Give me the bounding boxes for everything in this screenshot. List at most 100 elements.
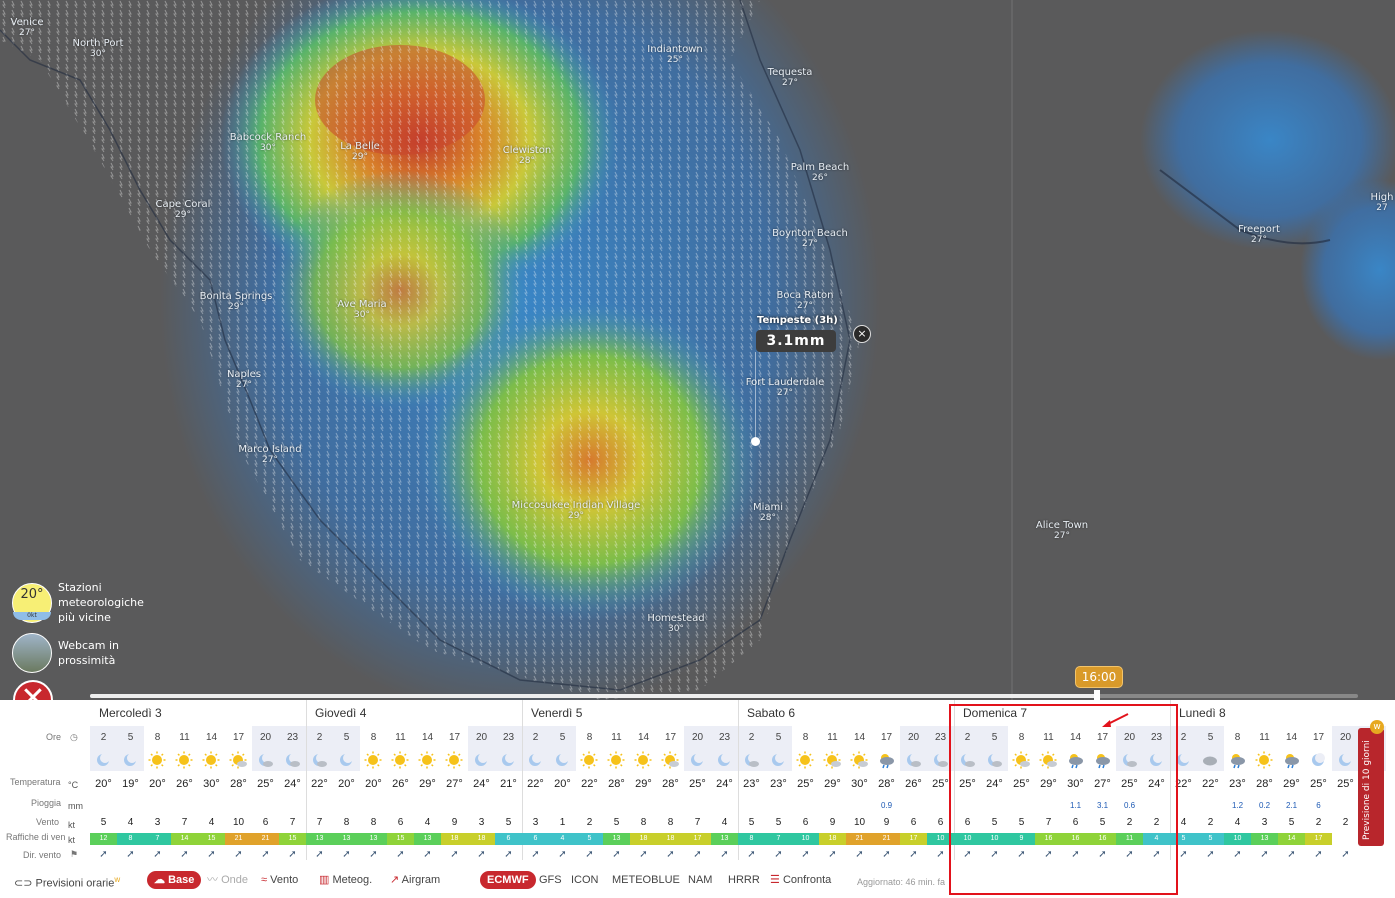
temperature-cell: 20° <box>95 778 112 790</box>
gust-cell: 16 <box>1035 833 1062 845</box>
suncloud-icon <box>1012 751 1030 769</box>
model-meteoblue-button[interactable]: METEOBLUE <box>612 874 680 886</box>
hour-cell: 2 <box>532 732 539 743</box>
popup-close-button[interactable]: × <box>853 325 871 343</box>
moon-icon <box>502 753 515 766</box>
gust-cell: 21 <box>252 833 279 845</box>
city-label: Babcock Ranch 30° <box>229 132 307 153</box>
weather-icon-cell <box>472 751 490 769</box>
hour-cell: 2 <box>100 732 107 743</box>
hour-cell: 5 <box>1207 732 1214 743</box>
highlight-box <box>949 704 1178 895</box>
day-header[interactable]: Domenica 7 <box>963 706 1028 720</box>
model-icon-button[interactable]: ICON <box>571 874 599 886</box>
day-header[interactable]: Venerdì 5 <box>531 706 583 720</box>
temperature-cell: 24° <box>1148 778 1165 790</box>
weather-icon-cell <box>904 751 922 769</box>
wind-cell: 9 <box>829 817 836 828</box>
wind-cell: 7 <box>289 817 296 828</box>
wind-direction-arrow-icon: ➚ <box>558 849 567 860</box>
city-label: Miami 28° <box>752 502 784 523</box>
city-label: Alice Town 27° <box>1035 520 1089 541</box>
day-separator <box>738 700 739 860</box>
model-nam-button[interactable]: NAM <box>688 874 713 886</box>
wind-direction-arrow-icon: ➚ <box>936 849 945 860</box>
hour-cell: 5 <box>991 732 998 743</box>
wind-direction-arrow-icon: ➚ <box>1179 849 1188 860</box>
temperature-cell: 28° <box>230 778 247 790</box>
hour-cell: 11 <box>827 732 838 743</box>
hour-cell: 11 <box>179 732 190 743</box>
rain-row-label: Pioggia <box>31 798 62 808</box>
hour-cell: 11 <box>395 732 406 743</box>
temperature-cell: 22° <box>1202 778 1219 790</box>
gust-cell: 5 <box>576 833 603 845</box>
hourly-forecast-toggle[interactable]: ⊂⊃ Previsioni orariew <box>14 875 121 890</box>
gust-cell <box>1332 833 1359 845</box>
day-separator <box>954 700 955 860</box>
waves-button[interactable]: 〰 Onde <box>207 874 248 886</box>
model-hrrr-button[interactable]: HRRR <box>728 874 760 886</box>
wind-direction-arrow-icon: ➚ <box>585 849 594 860</box>
weather-icon-cell <box>850 751 868 769</box>
day-header[interactable]: Mercoledì 3 <box>99 706 162 720</box>
cloud-icon <box>1203 756 1217 766</box>
wind-direction-arrow-icon: ➚ <box>369 849 378 860</box>
wind-cell: 3 <box>154 817 161 828</box>
weather-icon-cell <box>1093 751 1111 769</box>
meteogram-button[interactable]: ▥ Meteog. <box>319 874 373 886</box>
weather-icon-cell <box>796 751 814 769</box>
weather-icon-cell <box>337 751 355 769</box>
nearest-stations-button[interactable]: 20° 0kt Stazioni meteorologiche più vicine <box>12 580 144 625</box>
wind-cell: 6 <box>937 817 944 828</box>
weather-icon-cell <box>1255 751 1273 769</box>
day-header[interactable]: Giovedì 4 <box>315 706 367 720</box>
location-marker[interactable] <box>751 437 760 446</box>
day-header[interactable]: Sabato 6 <box>747 706 796 720</box>
wind-direction-arrow-icon: ➚ <box>1287 849 1296 860</box>
ten-day-forecast-tab[interactable]: Previsione di 10 giorni <box>1358 728 1384 846</box>
airgram-button[interactable]: ↗ Airgram <box>390 874 441 886</box>
wind-button[interactable]: ≈ Vento <box>261 874 299 886</box>
temperature-unit: °C <box>68 780 79 790</box>
hour-cell: 8 <box>370 732 377 743</box>
wind-cell: 8 <box>667 817 674 828</box>
moon-icon <box>124 753 137 766</box>
timeline-handle[interactable] <box>1094 690 1100 700</box>
hour-cell: 8 <box>1234 732 1241 743</box>
city-label: Miccosukee Indian Village 29° <box>511 500 641 521</box>
base-button[interactable]: ☁ Base <box>147 871 202 889</box>
model-gfs-button[interactable]: GFS <box>539 874 562 886</box>
temperature-cell: 29° <box>1040 778 1057 790</box>
base-icon: ☁ <box>154 874 165 886</box>
moon-icon <box>1312 753 1325 766</box>
time-badge[interactable]: 16:00 <box>1075 666 1123 688</box>
timeline-slider[interactable] <box>90 694 1358 698</box>
wind-direction-arrow-icon: ➚ <box>99 849 108 860</box>
wind-direction-arrow-icon: ➚ <box>1017 849 1026 860</box>
temperature-cell: 22° <box>581 778 598 790</box>
gust-cell: 16 <box>1062 833 1089 845</box>
temperature-cell: 30° <box>1067 778 1084 790</box>
day-header[interactable]: Lunedì 8 <box>1179 706 1226 720</box>
temperature-cell: 28° <box>878 778 895 790</box>
temperature-cell: 25° <box>1337 778 1354 790</box>
hour-cell: 5 <box>343 732 350 743</box>
temperature-cell: 23° <box>770 778 787 790</box>
temperature-cell: 25° <box>1013 778 1030 790</box>
suncloud-icon <box>661 751 679 769</box>
weather-icon-cell <box>229 751 247 769</box>
temperature-cell: 19° <box>122 778 139 790</box>
city-label: Ave Maria 30° <box>337 299 387 320</box>
temperature-cell: 24° <box>284 778 301 790</box>
hour-cell: 20 <box>475 732 488 743</box>
wind-direction-arrow-icon: ➚ <box>666 849 675 860</box>
compare-button[interactable]: ☰ Confronta <box>770 874 832 886</box>
wind-direction-arrow-icon: ➚ <box>828 849 837 860</box>
model-ecmwf-button[interactable]: ECMWF <box>480 871 536 889</box>
weather-map[interactable]: Venice 27° North Port 30° Indiantown 25° Te… <box>0 0 1395 700</box>
nearby-webcams-label: Webcam in prossimità <box>58 639 120 667</box>
gust-cell: 4 <box>1143 833 1170 845</box>
wind-direction-arrow-icon: ➚ <box>909 849 918 860</box>
nearby-webcams-button[interactable]: Webcam in prossimità <box>12 633 119 673</box>
